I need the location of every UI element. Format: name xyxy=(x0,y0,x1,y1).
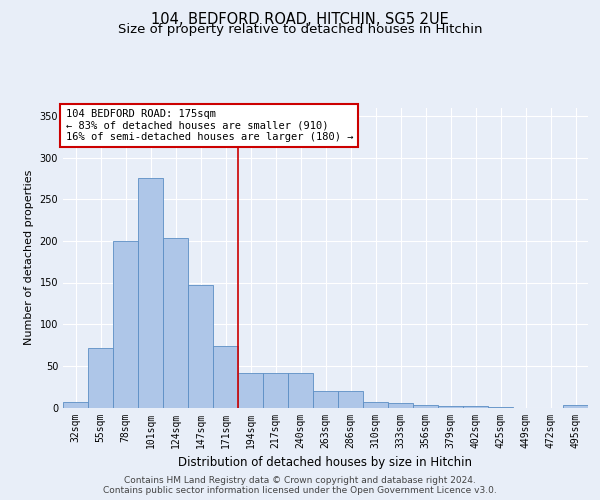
Bar xyxy=(488,406,513,408)
Bar xyxy=(113,241,138,408)
Bar xyxy=(313,391,338,407)
Text: 104, BEDFORD ROAD, HITCHIN, SG5 2UE: 104, BEDFORD ROAD, HITCHIN, SG5 2UE xyxy=(151,12,449,28)
Text: Contains HM Land Registry data © Crown copyright and database right 2024.
Contai: Contains HM Land Registry data © Crown c… xyxy=(103,476,497,495)
Bar xyxy=(263,372,288,408)
Bar xyxy=(438,406,463,407)
Bar xyxy=(63,402,88,407)
Text: 104 BEDFORD ROAD: 175sqm
← 83% of detached houses are smaller (910)
16% of semi-: 104 BEDFORD ROAD: 175sqm ← 83% of detach… xyxy=(65,109,353,142)
Bar xyxy=(463,406,488,407)
Bar xyxy=(288,374,313,408)
Bar xyxy=(563,405,588,407)
Bar xyxy=(238,374,263,408)
Bar xyxy=(163,238,188,408)
Bar xyxy=(413,405,438,407)
X-axis label: Distribution of detached houses by size in Hitchin: Distribution of detached houses by size … xyxy=(179,456,473,469)
Bar xyxy=(213,346,238,408)
Y-axis label: Number of detached properties: Number of detached properties xyxy=(24,170,34,345)
Bar xyxy=(388,404,413,407)
Bar xyxy=(338,391,363,407)
Bar xyxy=(363,402,388,407)
Bar xyxy=(188,285,213,408)
Bar xyxy=(88,348,113,408)
Bar xyxy=(138,178,163,408)
Text: Size of property relative to detached houses in Hitchin: Size of property relative to detached ho… xyxy=(118,22,482,36)
